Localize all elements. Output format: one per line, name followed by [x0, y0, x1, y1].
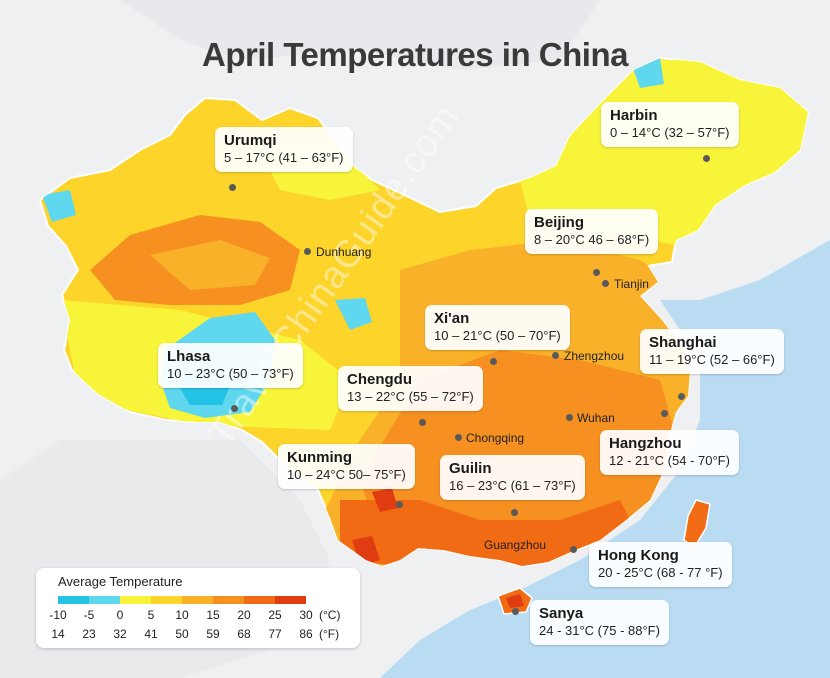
city-name: Shanghai: [649, 334, 717, 351]
legend-tick-celsius: 30: [299, 608, 313, 622]
legend-tick-celsius: 20: [237, 608, 251, 622]
city-dot-lhasa: [231, 405, 238, 412]
place-label-tianjin: Tianjin: [614, 277, 649, 291]
city-dot-guilin: [511, 509, 518, 516]
city-temp: 20 - 25°C (68 - 77 °F): [598, 565, 723, 580]
city-dot-xian: [490, 358, 497, 365]
city-dot-dunhuang: [304, 248, 311, 255]
legend-tick-celsius: -10: [49, 608, 67, 622]
callout-xian: Xi'an 10 – 21°C (50 – 70°F): [425, 305, 570, 350]
legend-swatch: [244, 596, 275, 604]
legend-tick-celsius: 0: [116, 608, 124, 622]
city-temp: 8 – 20°C 46 – 68°F): [534, 232, 650, 247]
city-dot-hangzhou: [661, 410, 668, 417]
legend-unit-fahrenheit: (°F): [319, 627, 340, 641]
callout-hongkong: Hong Kong 20 - 25°C (68 - 77 °F): [589, 542, 732, 587]
legend-swatch: [151, 596, 182, 604]
callout-guilin: Guilin 16 – 23°C (61 – 73°F): [440, 455, 585, 500]
callout-sanya: Sanya 24 - 31°C (75 - 88°F): [530, 600, 669, 645]
city-name: Xi'an: [434, 310, 470, 327]
city-temp: 12 - 21°C (54 - 70°F): [609, 453, 730, 468]
legend-swatch: [213, 596, 244, 604]
callout-harbin: Harbin 0 – 14°C (32 – 57°F): [601, 102, 739, 147]
city-dot-shanghai: [678, 393, 685, 400]
callout-kunming: Kunming 10 – 24°C 50– 75°F): [278, 444, 415, 489]
legend-tick-celsius: -5: [83, 608, 95, 622]
legend-tick-fahrenheit: 14: [51, 627, 65, 641]
city-temp: 24 - 31°C (75 - 88°F): [539, 623, 660, 638]
city-dot-wuhan: [566, 414, 573, 421]
city-name: Guilin: [449, 460, 492, 477]
callout-hangzhou: Hangzhou 12 - 21°C (54 - 70°F): [600, 430, 739, 475]
city-temp: 10 – 24°C 50– 75°F): [287, 467, 406, 482]
callout-beijing: Beijing 8 – 20°C 46 – 68°F): [525, 209, 659, 254]
city-temp: 10 – 23°C (50 – 73°F): [167, 366, 294, 381]
legend-swatch: [120, 596, 151, 604]
callout-urumqi: Urumqi 5 – 17°C (41 – 63°F): [215, 127, 353, 172]
city-name: Kunming: [287, 449, 352, 466]
callout-chengdu: Chengdu 13 – 22°C (55 – 72°F): [338, 366, 483, 411]
legend-swatch: [89, 596, 120, 604]
city-temp: 10 – 21°C (50 – 70°F): [434, 328, 561, 343]
city-temp: 0 – 14°C (32 – 57°F): [610, 125, 730, 140]
legend-tick-fahrenheit: 77: [268, 627, 282, 641]
place-label-dunhuang: Dunhuang: [316, 245, 372, 259]
legend: Average Temperature -10 -5 0 5 10 15 20 …: [36, 568, 360, 648]
city-dot-beijing: [593, 269, 600, 276]
legend-tick-fahrenheit: 32: [113, 627, 127, 641]
callout-shanghai: Shanghai 11 – 19°C (52 – 66°F): [640, 329, 784, 374]
place-label-zhengzhou: Zhengzhou: [564, 349, 625, 363]
city-name: Urumqi: [224, 132, 277, 149]
callout-lhasa: Lhasa 10 – 23°C (50 – 73°F): [158, 343, 303, 388]
city-name: Hong Kong: [598, 547, 679, 564]
city-dot-chongqing: [455, 434, 462, 441]
city-dot-sanya: [512, 608, 519, 615]
legend-tick-fahrenheit: 68: [237, 627, 251, 641]
city-temp: 16 – 23°C (61 – 73°F): [449, 478, 576, 493]
city-name: Chengdu: [347, 371, 412, 388]
legend-swatch: [182, 596, 213, 604]
place-label-wuhan: Wuhan: [577, 411, 615, 425]
map-title: April Temperatures in China: [202, 36, 628, 73]
legend-unit-celsius: (°C): [319, 608, 341, 622]
city-temp: 11 – 19°C (52 – 66°F): [649, 352, 775, 367]
legend-tick-celsius: 25: [268, 608, 282, 622]
city-dot-tianjin: [602, 280, 609, 287]
city-dot-hongkong: [570, 546, 577, 553]
city-dot-chengdu: [419, 419, 426, 426]
city-name: Beijing: [534, 214, 585, 231]
legend-tick-celsius: 10: [175, 608, 189, 622]
place-label-chongqing: Chongqing: [466, 431, 525, 445]
city-dot-kunming: [396, 501, 403, 508]
city-temp: 5 – 17°C (41 – 63°F): [224, 150, 344, 165]
legend-title: Average Temperature: [58, 574, 183, 589]
legend-tick-fahrenheit: 59: [206, 627, 220, 641]
legend-tick-fahrenheit: 50: [175, 627, 189, 641]
legend-tick-fahrenheit: 23: [82, 627, 96, 641]
legend-tick-celsius: 5: [147, 608, 155, 622]
city-name: Hangzhou: [609, 435, 682, 452]
legend-color-bar: [58, 596, 306, 604]
legend-swatch: [275, 596, 306, 604]
legend-tick-fahrenheit: 41: [144, 627, 158, 641]
city-dot-harbin: [703, 155, 710, 162]
city-dot-zhengzhou: [552, 352, 559, 359]
legend-tick-fahrenheit: 86: [299, 627, 313, 641]
place-label-guangzhou: Guangzhou: [484, 538, 547, 552]
city-name: Harbin: [610, 107, 658, 124]
city-name: Lhasa: [167, 348, 211, 365]
city-temp: 13 – 22°C (55 – 72°F): [347, 389, 474, 404]
legend-tick-celsius: 15: [206, 608, 220, 622]
city-dot-urumqi: [229, 184, 236, 191]
city-name: Sanya: [539, 605, 584, 622]
legend-swatch: [58, 596, 89, 604]
